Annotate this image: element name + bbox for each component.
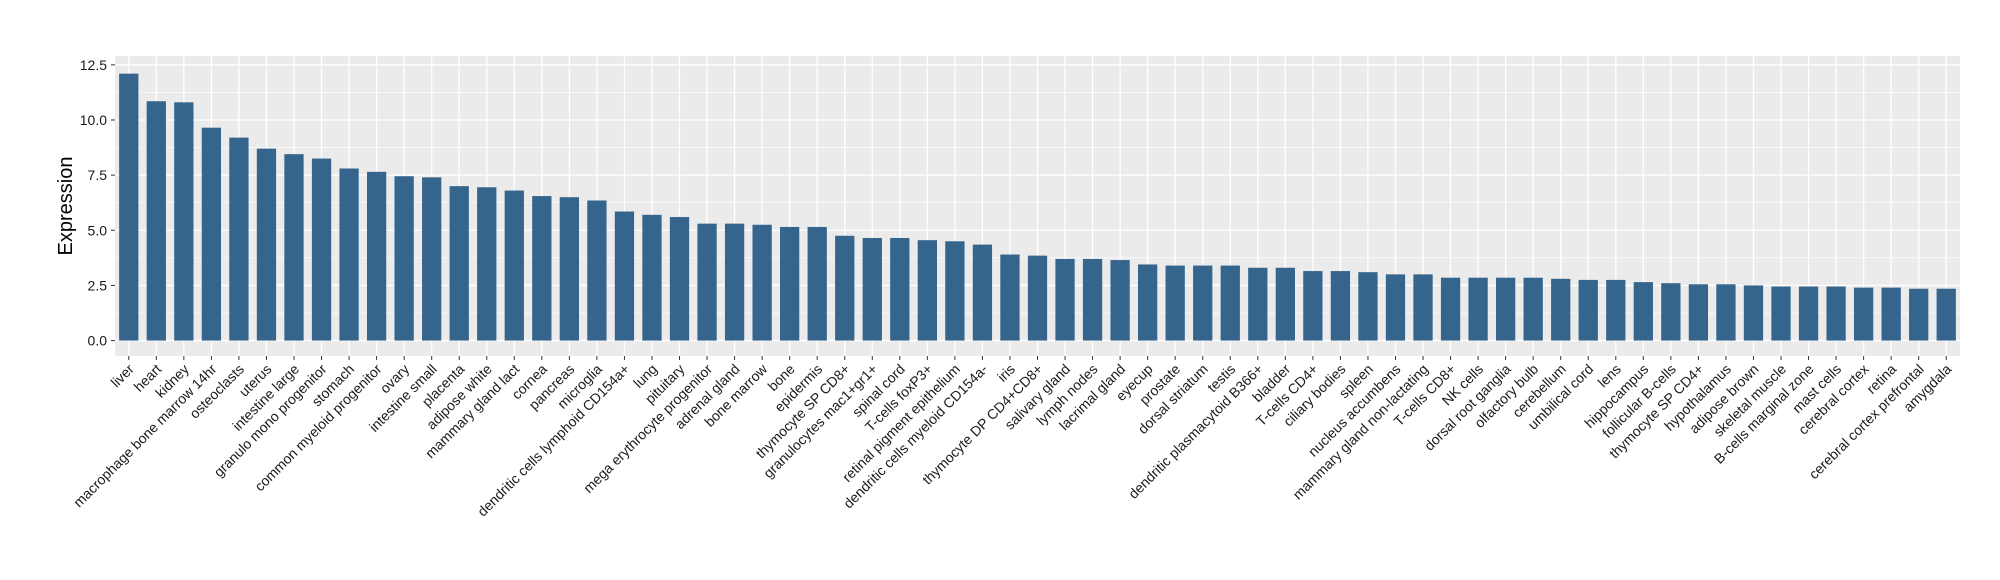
y-tick-label: 2.5 [88, 277, 108, 293]
bar [504, 190, 524, 341]
bar [1743, 285, 1764, 341]
bar [174, 102, 194, 341]
bar [284, 154, 304, 341]
bars [119, 73, 1956, 341]
bar [1633, 282, 1653, 341]
bar [752, 224, 772, 341]
bar [1551, 278, 1571, 341]
bar [449, 186, 469, 341]
bar [1936, 288, 1956, 341]
bar [1771, 286, 1791, 341]
bar [587, 200, 607, 341]
bar [1220, 265, 1240, 341]
y-axis-title: Expression [55, 157, 77, 256]
bar [1909, 288, 1929, 341]
bar [146, 101, 166, 341]
bar [119, 73, 139, 341]
bar [780, 226, 800, 341]
bar [477, 187, 497, 341]
bar [422, 177, 442, 341]
bar [1275, 267, 1295, 341]
bar [642, 214, 662, 341]
y-tick-label: 10.0 [80, 112, 107, 128]
bar [366, 171, 387, 341]
bar [945, 241, 965, 341]
bar [917, 240, 937, 341]
bar [1055, 258, 1075, 341]
bar [1468, 277, 1488, 341]
bar [1138, 264, 1158, 341]
bar [1000, 254, 1020, 341]
bar [697, 223, 717, 341]
y-tick-label: 5.0 [88, 222, 108, 238]
bar [532, 196, 552, 341]
bar [1193, 265, 1213, 341]
bar [311, 158, 332, 341]
bar [1440, 277, 1461, 341]
bar [1385, 274, 1406, 341]
bar [1082, 258, 1103, 341]
bar [724, 223, 745, 341]
bar [1303, 271, 1323, 341]
bar [339, 168, 359, 341]
bar [1853, 287, 1874, 341]
bar [1523, 277, 1543, 341]
y-tick-label: 7.5 [88, 167, 108, 183]
bar [1661, 283, 1681, 341]
bar [256, 148, 277, 341]
bar [201, 127, 222, 341]
y-axis: 0.0 2.5 5.0 7.5 10.0 12.5 [80, 57, 115, 349]
bar [972, 244, 993, 341]
bar [890, 237, 910, 341]
bar [669, 217, 690, 341]
bar [835, 235, 855, 341]
bar [229, 137, 249, 341]
bar [559, 197, 580, 341]
bar [1606, 279, 1626, 341]
bar [1165, 265, 1185, 341]
bar [1578, 279, 1598, 341]
bar [1413, 274, 1433, 341]
bar [1248, 267, 1268, 341]
bar [862, 237, 882, 341]
bar [1495, 277, 1516, 341]
bar [1027, 255, 1048, 341]
bar [1358, 272, 1378, 341]
bar [807, 226, 827, 341]
y-tick-label: 0.0 [88, 333, 108, 349]
bar [1716, 284, 1736, 341]
bar [1110, 260, 1130, 341]
bar [1881, 287, 1901, 341]
bar [1798, 286, 1819, 341]
bar [1688, 284, 1709, 341]
bar [1826, 286, 1846, 341]
y-tick-label: 12.5 [80, 57, 107, 73]
bar [394, 176, 414, 341]
bar [614, 211, 635, 341]
bar [1330, 271, 1351, 341]
